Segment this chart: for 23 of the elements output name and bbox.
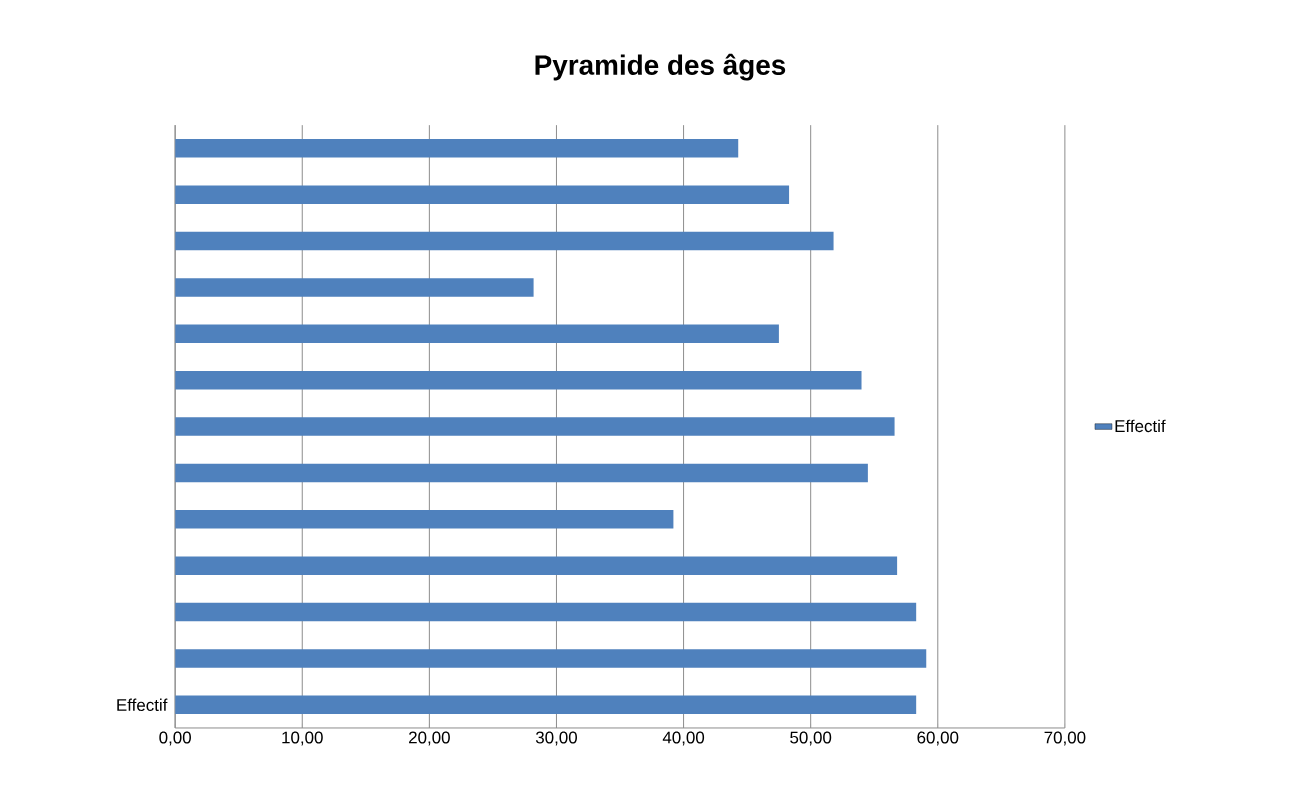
x-tick-label: 30,00	[535, 731, 577, 746]
x-tick-label: 60,00	[917, 731, 959, 746]
bar	[175, 278, 534, 297]
bar	[175, 509, 674, 529]
legend-label: Effectif	[1115, 419, 1166, 433]
bar	[175, 138, 739, 158]
chart-title: Pyramide des âges	[535, 53, 786, 81]
x-tick-label: 70,00	[1044, 731, 1086, 746]
x-tick-label: 10,00	[282, 731, 323, 746]
bar	[175, 231, 834, 251]
x-tick-label: 0,00	[159, 731, 191, 746]
bar	[175, 324, 779, 344]
x-tick-label: 20,00	[409, 731, 450, 746]
bar	[175, 463, 868, 483]
bar	[175, 417, 895, 436]
bar	[175, 602, 917, 622]
bar	[175, 649, 927, 668]
bar	[175, 695, 917, 714]
bar	[175, 556, 898, 575]
bar	[175, 370, 862, 390]
bar	[175, 185, 790, 204]
x-tick-label: 50,00	[790, 731, 832, 746]
x-tick-label: 40,00	[662, 731, 705, 746]
